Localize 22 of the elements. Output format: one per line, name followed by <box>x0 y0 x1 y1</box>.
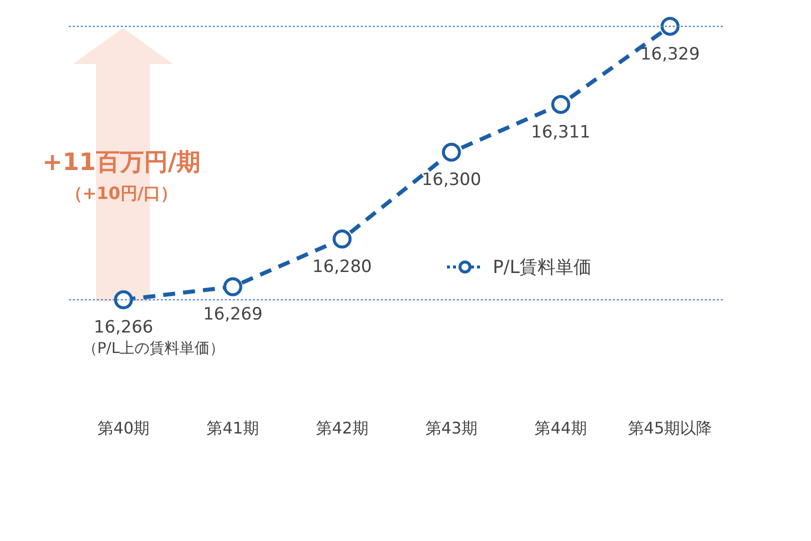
data-label: 16,280 <box>312 256 372 277</box>
data-label: 16,329 <box>640 44 700 64</box>
x-tick-label: 第41期 <box>206 418 259 438</box>
x-tick-label: 第40期 <box>97 418 150 438</box>
legend-label: P/L賃料単価 <box>492 256 592 279</box>
x-tick-label: 第44期 <box>534 418 587 438</box>
point <box>114 290 133 310</box>
x-tick-label: 第45期以降 <box>628 418 712 438</box>
data-label: 16,266 <box>94 318 154 338</box>
point <box>551 94 570 114</box>
data-label: 16,269 <box>203 304 263 325</box>
point <box>442 142 461 162</box>
annotation: （+10円/口） <box>65 184 178 204</box>
x-tick-label: 第42期 <box>316 418 368 438</box>
annotation: （P/L上の賃料単価） <box>82 339 225 358</box>
data-label: 16,300 <box>422 170 482 190</box>
annotation: +11百万円/期 <box>42 148 201 176</box>
x-tick-label: 第43期 <box>425 418 478 438</box>
data-label: 16,311 <box>531 122 590 142</box>
point <box>660 16 680 36</box>
point <box>332 230 352 248</box>
point <box>223 277 242 296</box>
